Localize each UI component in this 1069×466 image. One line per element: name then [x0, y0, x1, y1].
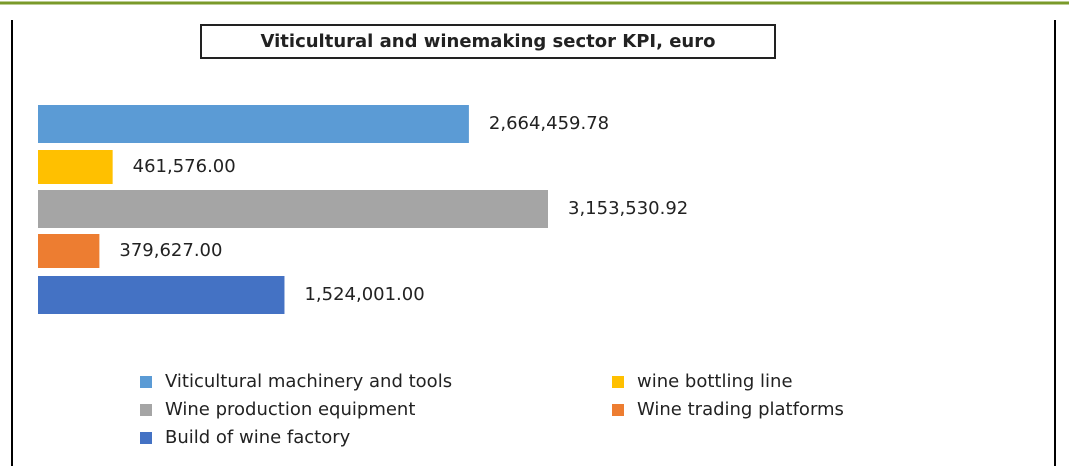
bar — [38, 234, 100, 268]
bar — [38, 276, 285, 314]
legend-swatch — [140, 404, 152, 416]
legend-swatch — [612, 404, 624, 416]
chart-title: Viticultural and winemaking sector KPI, … — [261, 31, 716, 52]
data-label: 2,664,459.78 — [489, 113, 609, 134]
legend-label: Wine production equipment — [165, 399, 415, 420]
data-label: 461,576.00 — [133, 156, 236, 177]
title-box — [200, 24, 776, 59]
legend-swatch — [140, 376, 152, 388]
legend-swatch — [612, 376, 624, 388]
legend-swatch — [140, 432, 152, 444]
bar — [38, 150, 113, 184]
data-label: 1,524,001.00 — [304, 284, 424, 305]
legend-label: Build of wine factory — [165, 427, 351, 448]
legend-label: wine bottling line — [637, 371, 793, 392]
bar — [38, 105, 469, 143]
data-label: 379,627.00 — [119, 240, 222, 261]
legend-label: Viticultural machinery and tools — [165, 371, 452, 392]
bar — [38, 190, 548, 228]
data-label: 3,153,530.92 — [568, 198, 688, 219]
legend-label: Wine trading platforms — [637, 399, 844, 420]
